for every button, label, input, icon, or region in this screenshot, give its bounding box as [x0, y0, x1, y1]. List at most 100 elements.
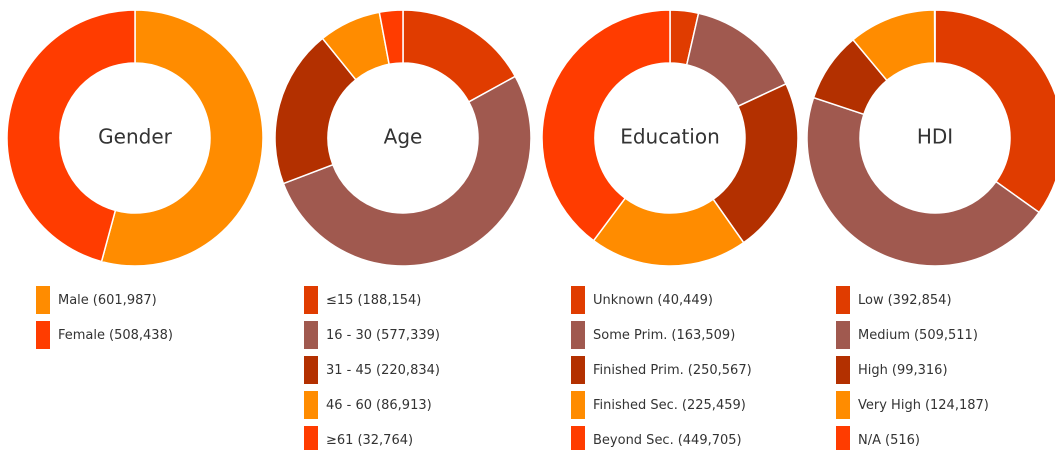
legend-swatch	[36, 286, 50, 314]
legend-swatch	[571, 391, 585, 419]
legend-category: Some Prim.	[593, 328, 667, 343]
legend-swatch	[836, 321, 850, 349]
legend-swatch	[571, 321, 585, 349]
legend-value: (188,154)	[357, 293, 421, 308]
legend-category: Very High	[858, 398, 921, 413]
legend-swatch	[836, 356, 850, 384]
legend-label: Male (601,987)	[58, 293, 157, 308]
donut-chart: Education Unknown (40,449) Some Prim. (163,5…	[541, 9, 799, 450]
donut-segment	[100, 9, 264, 267]
legend-value: (225,459)	[682, 398, 746, 413]
legend-value: (449,705)	[678, 433, 742, 448]
legend-value: (124,187)	[925, 398, 989, 413]
legend-item: N/A (516)	[836, 426, 920, 450]
legend-value: (86,913)	[376, 398, 432, 413]
legend-value: (163,509)	[671, 328, 735, 343]
legend-category: Female	[58, 328, 105, 343]
legend-label: Finished Prim. (250,567)	[593, 363, 752, 378]
donut-chart: Age ≤15 (188,154) 16 - 30 (577,339) 31 - 45 (2…	[274, 9, 532, 450]
legend-swatch	[571, 286, 585, 314]
legend-value: (99,316)	[892, 363, 948, 378]
legend-label: Female (508,438)	[58, 328, 173, 343]
legend-item: 46 - 60 (86,913)	[304, 391, 432, 419]
legend-category: 46 - 60	[326, 398, 372, 413]
legend-label: High (99,316)	[858, 363, 948, 378]
legend-category: ≥61	[326, 433, 353, 448]
legend-category: 31 - 45	[326, 363, 372, 378]
legend-category: High	[858, 363, 888, 378]
legend-item: Beyond Sec. (449,705)	[571, 426, 742, 450]
legend-value: (509,511)	[914, 328, 978, 343]
legend-label: N/A (516)	[858, 433, 920, 448]
donut-segment	[934, 9, 1055, 214]
donut-title: Gender	[98, 125, 172, 149]
legend-item: 16 - 30 (577,339)	[304, 321, 440, 349]
legend-swatch	[304, 321, 318, 349]
legend-label: Beyond Sec. (449,705)	[593, 433, 742, 448]
legend-item: Female (508,438)	[36, 321, 173, 349]
legend-label: ≤15 (188,154)	[326, 293, 421, 308]
legend-value: (32,764)	[357, 433, 413, 448]
legend-item: ≤15 (188,154)	[304, 286, 421, 314]
donut-title: Age	[384, 125, 423, 149]
donut-segment	[378, 9, 404, 66]
legend-value: (392,854)	[888, 293, 952, 308]
legend-category: Beyond Sec.	[593, 433, 674, 448]
legend-swatch	[304, 391, 318, 419]
legend-label: Very High (124,187)	[858, 398, 989, 413]
donut-title: HDI	[917, 125, 953, 149]
legend-swatch	[836, 286, 850, 314]
legend-label: ≥61 (32,764)	[326, 433, 413, 448]
legend-item: Medium (509,511)	[836, 321, 978, 349]
legend-item: Male (601,987)	[36, 286, 157, 314]
legend-value: (40,449)	[657, 293, 713, 308]
legend-category: 16 - 30	[326, 328, 372, 343]
legend-item: 31 - 45 (220,834)	[304, 356, 440, 384]
legend-value: (601,987)	[93, 293, 157, 308]
legend-item: Unknown (40,449)	[571, 286, 713, 314]
legend-category: Unknown	[593, 293, 653, 308]
legend-category: Finished Prim.	[593, 363, 684, 378]
legend-value: (508,438)	[109, 328, 173, 343]
legend-swatch	[304, 286, 318, 314]
legend-label: 16 - 30 (577,339)	[326, 328, 440, 343]
legend-item: Some Prim. (163,509)	[571, 321, 735, 349]
legend-category: ≤15	[326, 293, 353, 308]
legend-category: N/A	[858, 433, 881, 448]
legend-value: (220,834)	[376, 363, 440, 378]
legend-item: Finished Sec. (225,459)	[571, 391, 746, 419]
legend-value: (250,567)	[688, 363, 752, 378]
legend-item: Very High (124,187)	[836, 391, 989, 419]
legend-swatch	[36, 321, 50, 349]
donut-segment	[6, 9, 136, 263]
legend-category: Finished Sec.	[593, 398, 678, 413]
legend-item: ≥61 (32,764)	[304, 426, 413, 450]
donut-segment	[541, 9, 671, 242]
donut-chart: HDI Low (392,854) Medium (509,511) High (99,31…	[806, 9, 1055, 450]
donut-segment	[282, 75, 532, 267]
legend-value: (516)	[885, 433, 920, 448]
legend-label: Finished Sec. (225,459)	[593, 398, 746, 413]
legend-swatch	[836, 426, 850, 450]
legend-category: Male	[58, 293, 89, 308]
legend-value: (577,339)	[376, 328, 440, 343]
legend-swatch	[304, 356, 318, 384]
legend-label: Medium (509,511)	[858, 328, 978, 343]
legend-category: Low	[858, 293, 884, 308]
legend-category: Medium	[858, 328, 910, 343]
legend-label: Some Prim. (163,509)	[593, 328, 735, 343]
donut-title: Education	[620, 125, 720, 149]
legend-item: Finished Prim. (250,567)	[571, 356, 752, 384]
legend-label: Low (392,854)	[858, 293, 952, 308]
legend-swatch	[571, 356, 585, 384]
legend-item: High (99,316)	[836, 356, 948, 384]
legend-label: Unknown (40,449)	[593, 293, 713, 308]
legend-swatch	[304, 426, 318, 450]
legend-label: 46 - 60 (86,913)	[326, 398, 432, 413]
legend-label: 31 - 45 (220,834)	[326, 363, 440, 378]
legend-swatch	[836, 391, 850, 419]
legend-item: Low (392,854)	[836, 286, 952, 314]
legend-swatch	[571, 426, 585, 450]
donut-chart: Gender Male (601,987) Female (508,438)	[6, 9, 264, 349]
